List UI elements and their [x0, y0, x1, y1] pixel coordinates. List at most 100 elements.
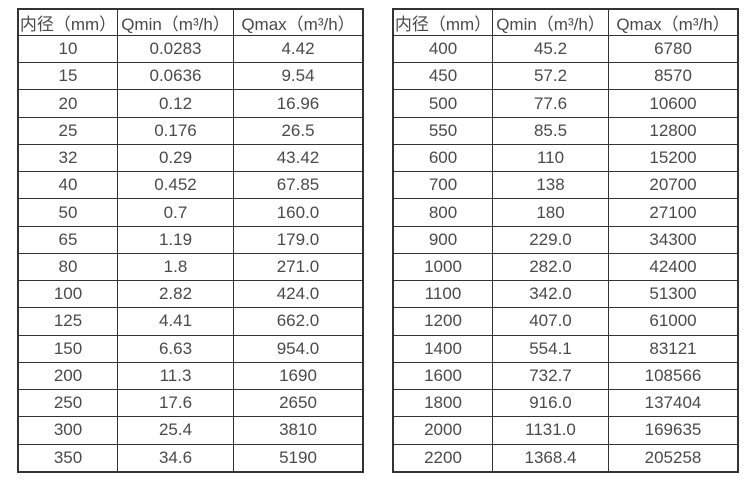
table-cell: 800 [392, 198, 493, 227]
table-cell: 3810 [233, 416, 364, 445]
table-cell: 179.0 [233, 225, 364, 254]
table-cell: 10 [17, 34, 118, 64]
table-row: 550 85.5 12800 [392, 116, 739, 145]
table-cell: 12800 [608, 116, 739, 145]
header-cell: Qmax（m³/h） [233, 8, 364, 36]
table-cell: 1000 [392, 252, 493, 282]
table-cell: 17.6 [117, 389, 234, 418]
table-cell: 1600 [392, 361, 493, 391]
table-cell: 2000 [392, 416, 493, 445]
table-row: 65 1.19 179.0 [17, 225, 364, 254]
table-cell: 26.5 [233, 116, 364, 145]
table-cell: 9.54 [233, 62, 364, 91]
table-row: 200 11.3 1690 [17, 361, 364, 391]
table-row: 1200 407.0 61000 [392, 307, 739, 336]
table-cell: 4.41 [117, 307, 234, 336]
table-cell: 732.7 [492, 361, 609, 391]
table-cell: 83121 [608, 334, 739, 363]
table-cell: 350 [17, 443, 118, 473]
table-cell: 0.7 [117, 198, 234, 227]
table-cell: 160.0 [233, 198, 364, 227]
table-row: 25 0.176 26.5 [17, 116, 364, 145]
table-cell: 137404 [608, 389, 739, 418]
flow-table-right: 内径（mm） Qmin（m³/h） Qmax（m³/h） 400 45.2 6780 450… [392, 8, 739, 473]
table-cell: 110 [492, 143, 609, 173]
table-row: 350 34.6 5190 [17, 443, 364, 473]
table-cell: 250 [17, 389, 118, 418]
table-row: 50 0.7 160.0 [17, 198, 364, 227]
table-row: 1100 342.0 51300 [392, 280, 739, 309]
table-cell: 407.0 [492, 307, 609, 336]
table-cell: 43.42 [233, 143, 364, 173]
table-cell: 424.0 [233, 280, 364, 309]
table-cell: 662.0 [233, 307, 364, 336]
table-cell: 125 [17, 307, 118, 336]
table-cell: 400 [392, 34, 493, 64]
table-cell: 45.2 [492, 34, 609, 64]
table-cell: 300 [17, 416, 118, 445]
table-cell: 1.19 [117, 225, 234, 254]
table-cell: 554.1 [492, 334, 609, 363]
table-cell: 600 [392, 143, 493, 173]
table-cell: 51300 [608, 280, 739, 309]
table-cell: 6780 [608, 34, 739, 64]
table-cell: 32 [17, 143, 118, 173]
flow-table-left: 内径（mm） Qmin（m³/h） Qmax（m³/h） 10 0.0283 4.42 15… [17, 8, 364, 473]
table-row: 800 180 27100 [392, 198, 739, 227]
table-row: 900 229.0 34300 [392, 225, 739, 254]
header-row: 内径（mm） Qmin（m³/h） Qmax（m³/h） [392, 8, 739, 36]
table-row: 1000 282.0 42400 [392, 252, 739, 282]
table-cell: 34300 [608, 225, 739, 254]
table-row: 300 25.4 3810 [17, 416, 364, 445]
table-row: 40 0.452 67.85 [17, 171, 364, 200]
table-row: 250 17.6 2650 [17, 389, 364, 418]
table-row: 15 0.0636 9.54 [17, 62, 364, 91]
table-cell: 229.0 [492, 225, 609, 254]
table-cell: 16.96 [233, 89, 364, 118]
table-cell: 700 [392, 171, 493, 200]
table-cell: 8570 [608, 62, 739, 91]
table-cell: 1131.0 [492, 416, 609, 445]
table-cell: 205258 [608, 443, 739, 473]
table-row: 700 138 20700 [392, 171, 739, 200]
table-cell: 0.0636 [117, 62, 234, 91]
table-cell: 77.6 [492, 89, 609, 118]
table-row: 10 0.0283 4.42 [17, 34, 364, 64]
table-cell: 2200 [392, 443, 493, 473]
header-cell: Qmin（m³/h） [117, 8, 234, 36]
table-cell: 0.12 [117, 89, 234, 118]
table-cell: 1690 [233, 361, 364, 391]
table-cell: 20700 [608, 171, 739, 200]
table-row: 125 4.41 662.0 [17, 307, 364, 336]
table-cell: 0.452 [117, 171, 234, 200]
table-cell: 200 [17, 361, 118, 391]
table-row: 1400 554.1 83121 [392, 334, 739, 363]
table-cell: 108566 [608, 361, 739, 391]
table-row: 2200 1368.4 205258 [392, 443, 739, 473]
table-cell: 20 [17, 89, 118, 118]
table-row: 1800 916.0 137404 [392, 389, 739, 418]
table-cell: 80 [17, 252, 118, 282]
table-row: 80 1.8 271.0 [17, 252, 364, 282]
table-cell: 954.0 [233, 334, 364, 363]
table-cell: 900 [392, 225, 493, 254]
table-cell: 342.0 [492, 280, 609, 309]
table-cell: 0.176 [117, 116, 234, 145]
table-cell: 271.0 [233, 252, 364, 282]
header-row: 内径（mm） Qmin（m³/h） Qmax（m³/h） [17, 8, 364, 36]
table-row: 450 57.2 8570 [392, 62, 739, 91]
table-cell: 180 [492, 198, 609, 227]
table-cell: 25 [17, 116, 118, 145]
table-cell: 450 [392, 62, 493, 91]
table-cell: 42400 [608, 252, 739, 282]
table-cell: 916.0 [492, 389, 609, 418]
table-cell: 0.0283 [117, 34, 234, 64]
table-row: 500 77.6 10600 [392, 89, 739, 118]
table-cell: 4.42 [233, 34, 364, 64]
header-cell: 内径（mm） [17, 8, 118, 36]
table-cell: 282.0 [492, 252, 609, 282]
table-cell: 40 [17, 171, 118, 200]
table-cell: 27100 [608, 198, 739, 227]
table-cell: 57.2 [492, 62, 609, 91]
table-cell: 100 [17, 280, 118, 309]
